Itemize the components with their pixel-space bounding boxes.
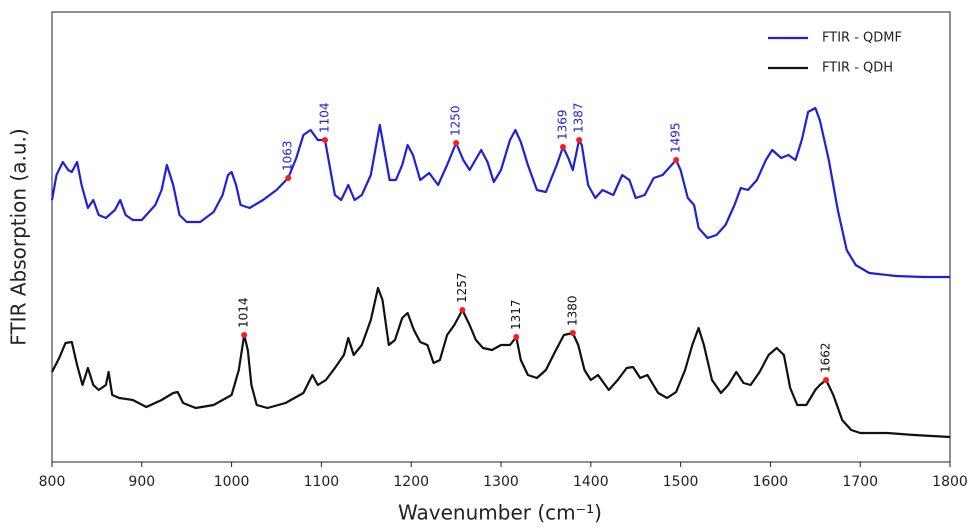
x-tick-label: 1200: [393, 474, 429, 490]
peak-label: 1014: [237, 297, 251, 328]
peak-label: 1662: [819, 342, 833, 373]
peak-marker: [285, 175, 292, 181]
x-axis-label: Wavenumber (cm⁻¹): [398, 501, 602, 525]
x-tick-label: 1300: [483, 474, 519, 490]
peak-marker: [321, 137, 328, 143]
peak-marker: [559, 144, 566, 150]
x-tick-label: 1600: [753, 474, 789, 490]
peak-marker: [459, 307, 466, 313]
peak-label: 1063: [281, 140, 295, 171]
peak-marker: [569, 330, 576, 336]
spectrum-line: [51, 286, 951, 439]
peak-marker: [513, 334, 520, 340]
peak-label: 1104: [317, 102, 331, 133]
x-tick-label: 900: [128, 474, 155, 490]
peak-marker: [241, 332, 248, 338]
x-tick-label: 1000: [214, 474, 250, 490]
peak-marker: [823, 377, 830, 383]
peak-label: 1387: [572, 102, 586, 133]
peak-label: 1380: [565, 295, 579, 326]
legend-label: FTIR - QDH: [822, 61, 893, 76]
peak-marker: [453, 140, 460, 146]
x-tick-label: 1500: [663, 474, 699, 490]
peak-marker: [576, 137, 583, 143]
x-tick-label: 1100: [304, 474, 340, 490]
spectrum-line: [50, 106, 950, 279]
peak-label: 1495: [669, 122, 683, 153]
peak-label: 1250: [449, 105, 463, 136]
peak-marker: [673, 157, 680, 163]
x-tick-label: 1400: [573, 474, 609, 490]
plot-frame: [51, 11, 951, 463]
legend-label: FTIR - QDMF: [822, 31, 902, 46]
x-tick-label: 1700: [842, 474, 878, 490]
peak-label: 1257: [455, 272, 469, 303]
peak-label: 1317: [509, 299, 523, 330]
x-tick-label: 1800: [932, 474, 968, 490]
peak-label: 1369: [555, 109, 569, 140]
y-axis-label: FTIR Absorption (a.u.): [7, 128, 31, 345]
x-tick-label: 800: [39, 474, 66, 490]
